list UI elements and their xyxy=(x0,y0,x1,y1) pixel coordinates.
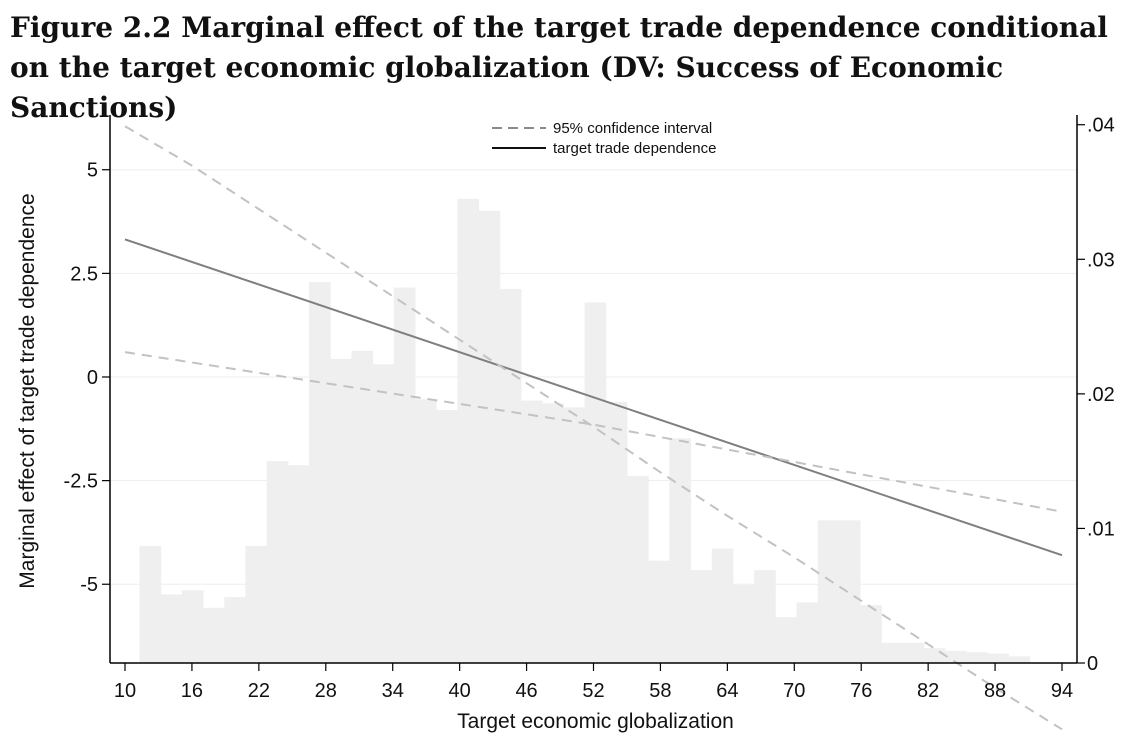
x-tick-label: 22 xyxy=(248,680,270,702)
x-tick-label: 46 xyxy=(515,680,537,702)
x-tick-label: 70 xyxy=(783,680,805,702)
x-tick-label: 52 xyxy=(582,680,604,702)
x-tick-label: 16 xyxy=(181,680,203,702)
histogram-bar xyxy=(881,642,903,663)
histogram-bar xyxy=(563,407,586,663)
histogram-bar xyxy=(669,438,692,663)
confidence-interval-line xyxy=(124,351,1063,513)
legend-label-ci: 95% confidence interval xyxy=(553,120,712,137)
histogram-bar xyxy=(393,287,416,663)
histogram-bar xyxy=(626,475,649,663)
x-axis-title: Target economic globalization xyxy=(457,710,734,733)
y2-tick-label: .04 xyxy=(1087,115,1115,137)
legend: 95% confidence interval target trade depe… xyxy=(492,120,716,157)
x-tick-label: 94 xyxy=(1051,680,1073,702)
x-tick-label: 88 xyxy=(984,680,1006,702)
histogram-bar xyxy=(139,545,162,663)
y2-tick-label: .01 xyxy=(1087,518,1115,540)
histogram-bar xyxy=(309,282,331,663)
histogram-bar xyxy=(860,605,882,663)
series-lines xyxy=(124,125,1063,731)
y2-tick-label: 0 xyxy=(1087,653,1098,675)
histogram-bar xyxy=(499,288,522,663)
histogram-bar xyxy=(838,520,861,663)
histogram-bar xyxy=(436,410,458,663)
histogram-bar xyxy=(266,461,289,663)
histogram-bar xyxy=(796,602,819,663)
histogram-bar xyxy=(690,570,713,663)
histogram-bar xyxy=(287,465,310,663)
histogram-bar xyxy=(902,642,925,663)
histogram-bar xyxy=(415,399,437,663)
histogram-bar xyxy=(966,652,988,663)
histogram-bar xyxy=(351,350,374,663)
y-tick-label: -2.5 xyxy=(64,471,98,493)
y-tick-label: 5 xyxy=(87,160,98,182)
histogram-bar xyxy=(224,597,246,663)
histogram-bar xyxy=(542,403,564,663)
histogram xyxy=(139,198,1031,664)
x-tick-label: 10 xyxy=(114,680,136,702)
x-tick-label: 76 xyxy=(850,680,872,702)
histogram-bar xyxy=(330,358,352,663)
x-tick-label: 34 xyxy=(382,680,404,702)
x-tick-label: 58 xyxy=(649,680,671,702)
histogram-bar xyxy=(987,653,1009,663)
y2-tick-label: .03 xyxy=(1087,249,1115,271)
histogram-bar xyxy=(584,302,607,663)
histogram-bar xyxy=(478,210,501,663)
histogram-bar xyxy=(817,520,840,663)
x-tick-label: 28 xyxy=(315,680,337,702)
histogram-bar xyxy=(160,594,183,663)
axes: 10 16 22 28 34 40 46 52 58 64 70 76 82 88 94 5 2.5 0 -2.5 -… xyxy=(16,115,1115,733)
histogram-bar xyxy=(1008,656,1031,663)
y-tick-label: -5 xyxy=(80,574,98,596)
marginal-effect-line xyxy=(124,238,1063,557)
y-axis-title: Marginal effect of target trade dependen… xyxy=(16,193,39,588)
y-tick-label: 2.5 xyxy=(70,263,98,285)
histogram-bar xyxy=(754,570,776,663)
histogram-bar xyxy=(181,590,204,663)
histogram-bar xyxy=(732,584,755,663)
histogram-bar xyxy=(775,617,798,663)
histogram-bar xyxy=(605,401,628,663)
histogram-bar xyxy=(520,400,543,663)
histogram-bar xyxy=(457,198,480,664)
histogram-bar xyxy=(923,648,946,663)
x-tick-label: 64 xyxy=(716,680,738,702)
histogram-bar xyxy=(648,560,670,663)
histogram-bar xyxy=(944,650,967,663)
histogram-bar xyxy=(245,545,268,663)
histogram-bar xyxy=(372,364,395,663)
y-tick-label: 0 xyxy=(87,367,98,389)
legend-label-effect: target trade dependence xyxy=(553,140,716,157)
y2-tick-label: .02 xyxy=(1087,384,1115,406)
x-tick-label: 40 xyxy=(449,680,471,702)
x-tick-label: 82 xyxy=(917,680,939,702)
histogram-bar xyxy=(203,607,225,663)
histogram-bar xyxy=(711,548,734,663)
figure-title: Figure 2.2 Marginal effect of the target… xyxy=(10,11,1108,124)
